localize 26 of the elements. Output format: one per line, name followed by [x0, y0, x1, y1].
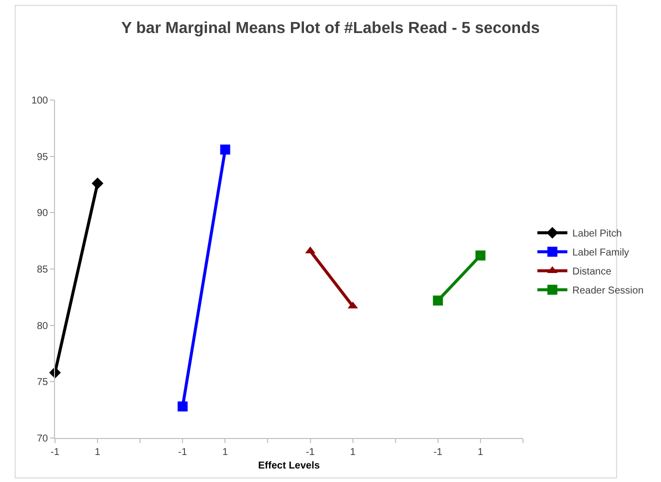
legend-label: Distance	[572, 266, 612, 278]
y-tick-label: 100	[31, 96, 48, 106]
point	[220, 144, 230, 155]
y-tick-label: 75	[36, 377, 48, 388]
y-tick-label: 80	[36, 320, 48, 332]
point	[178, 401, 188, 412]
point	[475, 250, 486, 260]
point	[92, 178, 104, 190]
legend-label: Label Pitch	[572, 228, 622, 240]
legend-label: Reader Session	[572, 286, 644, 297]
x-axis-title: Effect Levels	[258, 460, 320, 472]
y-tick-label: 95	[36, 152, 48, 163]
y-tick-label: 90	[36, 208, 48, 220]
x-tick-label: 1	[478, 447, 484, 458]
x-tick-label: -1	[178, 447, 188, 458]
chart-title: Y bar Marginal Means Plot of #Labels Read - 5 seconds	[121, 20, 540, 37]
x-tick-label: -1	[50, 447, 60, 458]
x-tick-label: 1	[222, 447, 228, 458]
x-tick-label: -1	[306, 447, 316, 458]
y-tick-label: 70	[36, 434, 48, 444]
point	[432, 296, 443, 306]
x-tick-label: 1	[350, 447, 356, 458]
x-tick-label: 1	[94, 447, 101, 458]
x-tick-label: -1	[433, 447, 443, 458]
y-tick-label: 85	[36, 264, 48, 276]
legend-label: Label Family	[572, 248, 630, 259]
